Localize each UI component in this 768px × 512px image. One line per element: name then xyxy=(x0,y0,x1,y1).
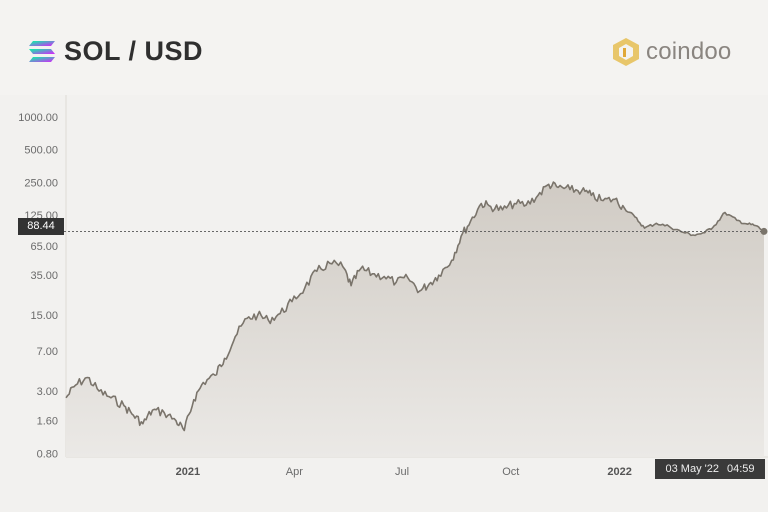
solana-icon xyxy=(29,41,55,62)
crosshair-date: 03 May '22 xyxy=(665,463,719,475)
x-tick-label: 2022 xyxy=(607,466,631,478)
x-tick-label: Oct xyxy=(502,466,519,478)
price-chart[interactable]: 1000.00500.00250.00125.0065.0035.0015.00… xyxy=(0,95,768,512)
y-tick-label: 1.60 xyxy=(37,416,58,428)
chart-header: SOL / USD coindoo xyxy=(0,0,768,95)
chart-title: SOL / USD xyxy=(64,36,204,66)
x-tick-label: Jul xyxy=(395,466,409,478)
y-tick-label: 500.00 xyxy=(24,145,58,157)
brand-name: coindoo xyxy=(646,38,732,65)
crosshair-date-tag: 03 May '22 04:59 xyxy=(655,459,765,479)
brand-logo[interactable]: coindoo xyxy=(612,34,731,70)
current-price-tag: 88.44 xyxy=(18,218,64,235)
y-tick-label: 7.00 xyxy=(37,346,58,358)
last-price-dot xyxy=(760,227,768,235)
y-tick-label: 1000.00 xyxy=(18,112,58,124)
price-line xyxy=(65,181,765,432)
x-tick-label: Apr xyxy=(286,466,303,478)
coindoo-logo-icon xyxy=(613,38,639,66)
y-tick-label: 35.00 xyxy=(30,270,58,282)
y-tick-label: 3.00 xyxy=(37,386,58,398)
crosshair-time: 04:59 xyxy=(726,463,755,475)
y-tick-label: 15.00 xyxy=(30,310,58,322)
y-tick-labels: 1000.00500.00250.00125.0065.0035.0015.00… xyxy=(18,112,58,460)
y-tick-label: 0.80 xyxy=(37,448,58,460)
y-tick-label: 65.00 xyxy=(30,241,58,253)
price-area xyxy=(66,182,764,457)
y-tick-label: 250.00 xyxy=(24,177,58,189)
x-tick-label: 2021 xyxy=(176,466,200,478)
